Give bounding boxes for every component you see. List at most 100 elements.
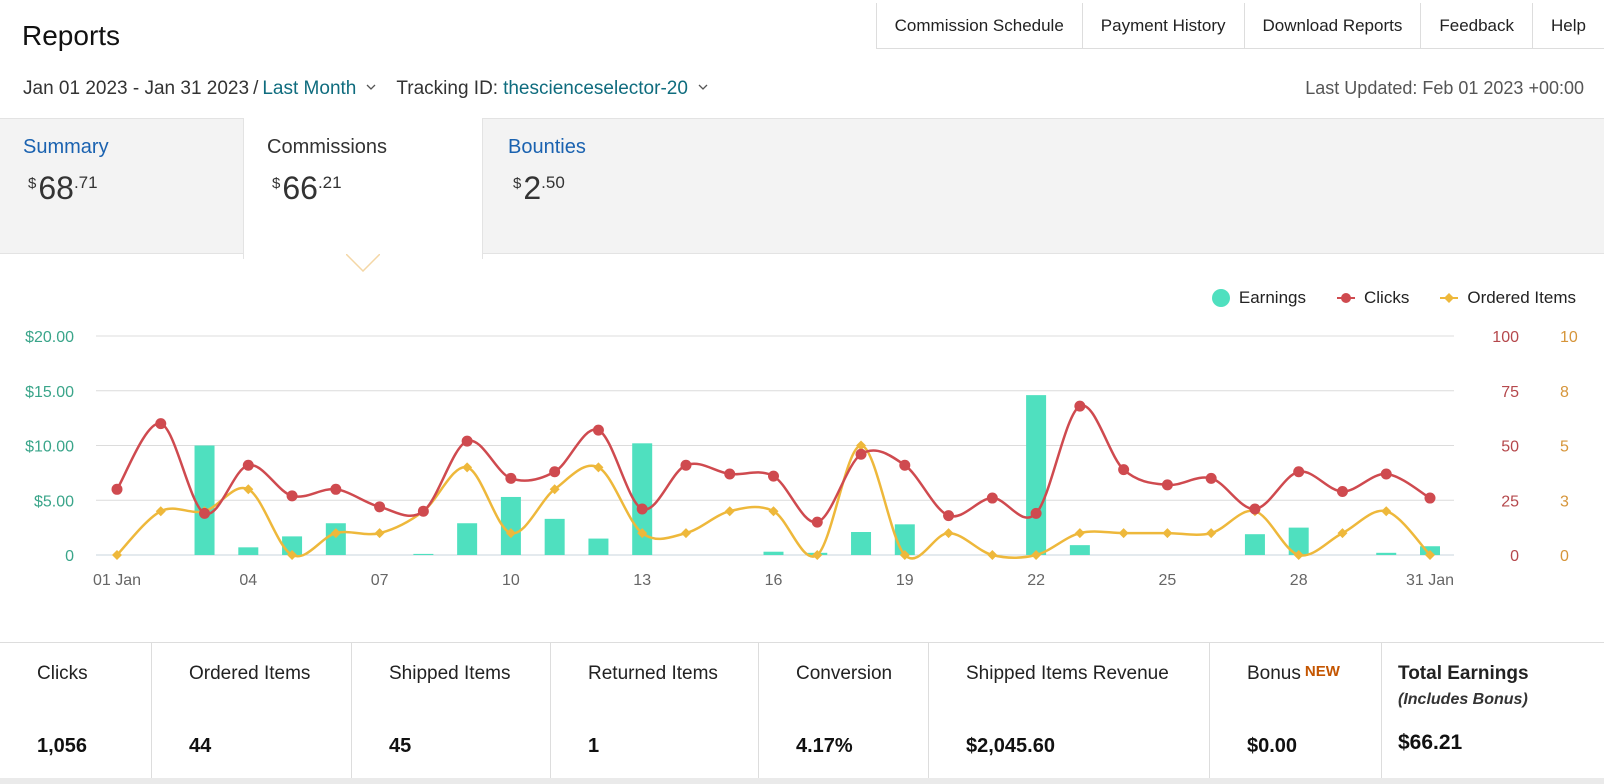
- y-clicks-tick-label: 100: [1492, 329, 1519, 346]
- clicks-point: [242, 459, 254, 471]
- stat-label: Total Earnings: [1398, 663, 1529, 684]
- clicks-point: [1249, 503, 1261, 515]
- date-separator: /: [253, 78, 259, 99]
- stats-summary: Clicks 1,056 Ordered Items 44 Shipped It…: [0, 642, 1604, 784]
- clicks-point: [1074, 400, 1086, 412]
- stat-value: 1,056: [37, 735, 88, 757]
- ordered-items-point: [287, 550, 298, 560]
- ordered-items-swatch-icon: [1440, 293, 1459, 303]
- clicks-point: [768, 470, 779, 482]
- payment-history-link[interactable]: Payment History: [1082, 3, 1245, 48]
- legend-clicks[interactable]: Clicks: [1336, 288, 1409, 308]
- y-left-tick-label: $10.00: [25, 439, 74, 456]
- x-tick-label: 01 Jan: [93, 572, 141, 589]
- clicks-point: [1030, 507, 1042, 519]
- amount-cents: .21: [317, 173, 342, 192]
- earnings-bar: [763, 551, 784, 555]
- y-items-tick-label: 10: [1560, 329, 1578, 346]
- earnings-bar: [1026, 395, 1047, 555]
- stat-label: Shipped Items Revenue: [966, 663, 1169, 684]
- y-left-tick-label: $20.00: [25, 329, 74, 346]
- tab-summary-label: Summary: [23, 136, 109, 158]
- clicks-point: [1205, 472, 1217, 484]
- bottom-border: [0, 778, 1604, 784]
- stat-label: Returned Items: [588, 663, 718, 684]
- earnings-swatch-icon: [1211, 289, 1230, 307]
- chart-legend: Earnings Clicks Ordered Items: [1181, 288, 1576, 308]
- ordered-items-point: [768, 506, 779, 517]
- ordered-items-point: [112, 550, 122, 560]
- y-items-tick-label: 5: [1560, 439, 1569, 456]
- ordered-items-point: [724, 506, 735, 517]
- clicks-point: [330, 483, 342, 495]
- clicks-point: [461, 435, 473, 447]
- date-preset-dropdown[interactable]: Last Month: [262, 78, 357, 99]
- legend-ordered-items[interactable]: Ordered Items: [1439, 288, 1576, 308]
- top-nav: Commission Schedule Payment History Down…: [875, 3, 1604, 49]
- tracking-id-label: Tracking ID:: [396, 78, 499, 99]
- date-range-text: Jan 01 2023 - Jan 31 2023: [23, 78, 250, 99]
- commissions-amount: $ 66 .21: [272, 172, 459, 204]
- stat-value: $2,045.60: [966, 735, 1055, 757]
- ordered-items-point: [330, 528, 341, 539]
- x-tick-label: 25: [1159, 572, 1177, 589]
- clicks-point: [1293, 466, 1305, 478]
- chart-canvas: 0 0 0 $5.00 25 3 $10.00 50 5 $15.00 75 8 $20.00 100 10…: [25, 329, 1578, 589]
- stat-total-earnings: Total Earnings (Includes Bonus) $66.21: [1382, 643, 1604, 779]
- chevron-down-icon[interactable]: [366, 82, 376, 92]
- help-link[interactable]: Help: [1533, 3, 1604, 48]
- y-clicks-tick-label: 25: [1501, 493, 1519, 510]
- stat-value: 1: [588, 735, 600, 757]
- earnings-bar: [325, 523, 346, 555]
- legend-earnings[interactable]: Earnings: [1211, 288, 1306, 308]
- stat-shipped-items: Shipped Items 45: [352, 643, 551, 779]
- ordered-items-point: [549, 484, 560, 495]
- clicks-point: [636, 503, 648, 515]
- earnings-bar: [457, 523, 478, 555]
- last-updated-text: Last Updated: Feb 01 2023 +00:00: [1305, 78, 1584, 98]
- clicks-point: [1336, 485, 1348, 497]
- x-tick-label: 04: [239, 572, 257, 589]
- page-title: Reports: [22, 20, 121, 51]
- summary-amount: $ 68 .71: [28, 170, 220, 206]
- stat-label: Ordered Items: [189, 663, 311, 684]
- clicks-point: [680, 459, 692, 471]
- chevron-down-icon[interactable]: [698, 82, 708, 92]
- tracking-id-dropdown[interactable]: thescienceselector-20: [503, 78, 688, 99]
- tab-commissions[interactable]: Commissions $ 66 .21: [243, 118, 483, 259]
- tab-bounties[interactable]: Bounties $ 2 .50: [485, 118, 725, 254]
- currency-symbol: $: [272, 175, 281, 192]
- new-badge: NEW: [1304, 663, 1340, 680]
- stat-value: $66.21: [1398, 731, 1463, 754]
- bounties-amount: $ 2 .50: [513, 172, 702, 204]
- y-items-tick-label: 3: [1560, 493, 1569, 510]
- legend-earnings-label: Earnings: [1238, 288, 1306, 307]
- currency-symbol: $: [513, 175, 522, 192]
- stat-label: Shipped Items: [389, 663, 511, 684]
- stat-returned-items: Returned Items 1: [551, 643, 759, 779]
- feedback-link[interactable]: Feedback: [1421, 3, 1534, 48]
- legend-clicks-label: Clicks: [1364, 288, 1410, 307]
- download-reports-link[interactable]: Download Reports: [1244, 3, 1422, 48]
- ordered-items-point: [680, 528, 691, 539]
- earnings-bar: [1376, 552, 1397, 555]
- clicks-point: [549, 466, 561, 478]
- y-items-tick-label: 8: [1560, 384, 1569, 401]
- y-clicks-tick-label: 0: [1510, 548, 1519, 565]
- clicks-point: [1380, 468, 1392, 480]
- earnings-bar: [194, 445, 215, 555]
- clicks-point: [1161, 479, 1173, 491]
- report-filters: Jan 01 2023 - Jan 31 2023 / Last Month T…: [23, 78, 728, 100]
- y-left-tick-label: 0: [65, 548, 74, 565]
- clicks-point: [155, 418, 167, 430]
- ordered-items-point: [374, 528, 385, 539]
- ordered-items-point: [987, 550, 998, 560]
- commission-schedule-link[interactable]: Commission Schedule: [876, 3, 1083, 48]
- ordered-items-point: [637, 528, 648, 539]
- amount-whole: 68: [38, 170, 74, 206]
- stat-label: Bonus NEW: [1247, 663, 1381, 685]
- ordered-items-point: [1031, 550, 1042, 560]
- earnings-bar: [1244, 534, 1265, 555]
- stat-value: 45: [389, 735, 412, 757]
- tab-summary[interactable]: Summary $ 68 .71: [0, 118, 243, 254]
